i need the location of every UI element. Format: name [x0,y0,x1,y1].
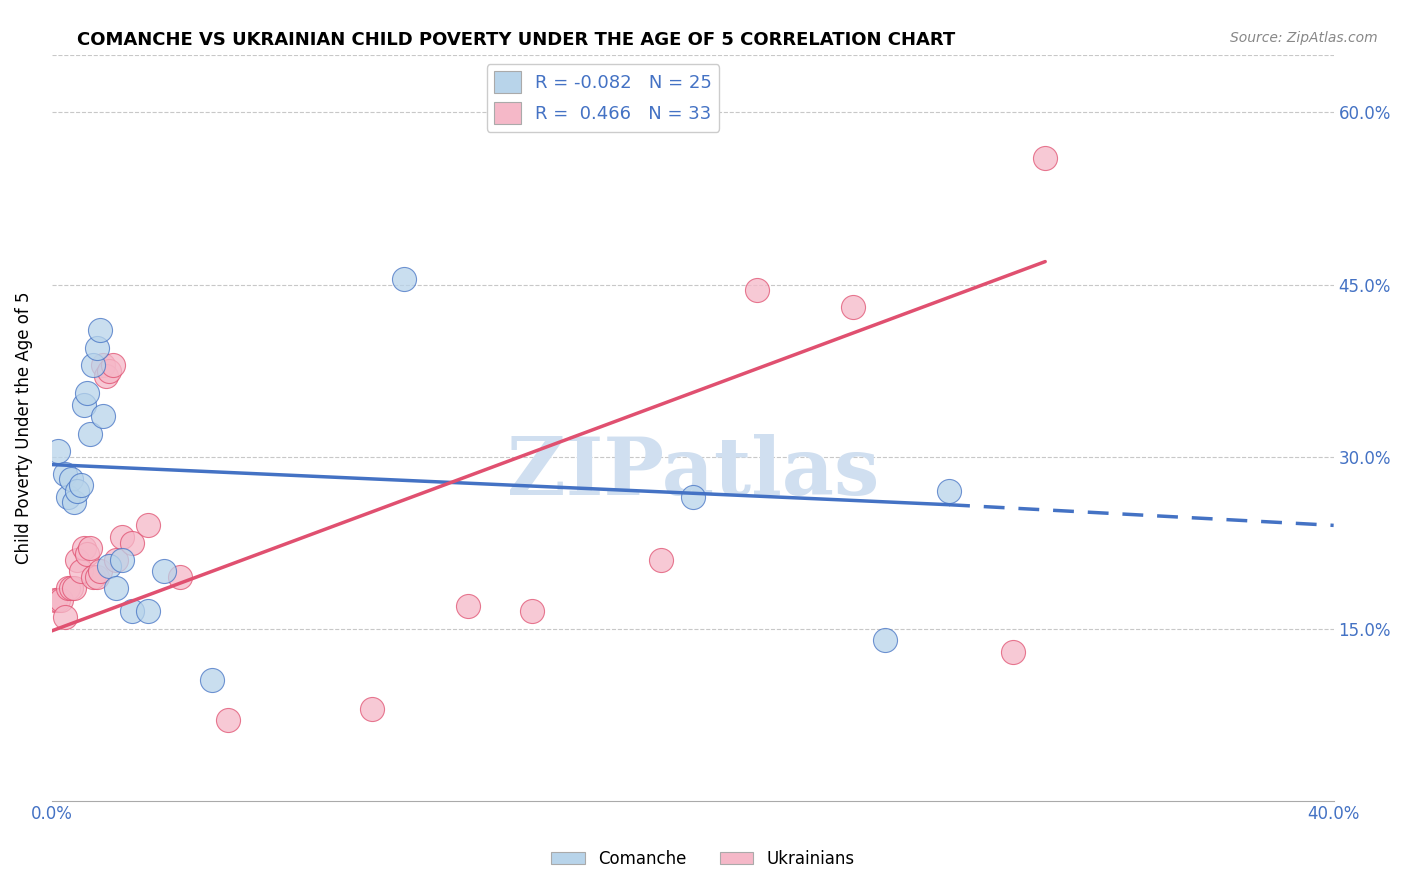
Point [1033,152,1056,166]
Point [59,582,82,596]
Point [66,483,89,498]
Point [63,495,86,509]
Point [46,593,69,607]
Point [136,518,159,533]
Point [938,483,960,498]
Point [98,363,121,377]
Point [361,702,384,716]
Point [89,323,111,337]
Point [457,599,479,613]
Point [76,547,98,561]
Point [79,426,101,441]
Point [46,443,69,458]
Point [79,541,101,556]
Point [217,714,239,728]
Legend: R = -0.082   N = 25, R =  0.466   N = 33: R = -0.082 N = 25, R = 0.466 N = 33 [486,64,720,132]
Point [73,541,96,556]
Point [44,593,66,607]
Point [69,564,91,578]
Point [89,564,111,578]
Point [201,673,224,688]
Point [104,553,127,567]
Point [394,272,416,286]
Y-axis label: Child Poverty Under the Age of 5: Child Poverty Under the Age of 5 [15,292,32,564]
Point [873,633,896,648]
Point [82,570,104,584]
Point [59,473,82,487]
Point [121,535,143,549]
Point [91,409,114,424]
Point [91,358,114,372]
Point [101,358,124,372]
Legend: Comanche, Ukrainians: Comanche, Ukrainians [544,844,862,875]
Point [53,467,76,481]
Point [682,490,704,504]
Point [56,582,79,596]
Text: COMANCHE VS UKRAINIAN CHILD POVERTY UNDER THE AGE OF 5 CORRELATION CHART: COMANCHE VS UKRAINIAN CHILD POVERTY UNDE… [77,31,956,49]
Point [104,582,127,596]
Point [86,570,108,584]
Point [1002,644,1025,658]
Point [111,553,134,567]
Point [69,478,91,492]
Point [63,582,86,596]
Point [522,604,544,618]
Point [650,553,672,567]
Point [745,283,768,297]
Point [98,558,121,573]
Point [111,530,134,544]
Point [51,593,73,607]
Text: ZIPatlas: ZIPatlas [506,434,879,512]
Point [842,301,865,315]
Point [66,553,89,567]
Point [86,341,108,355]
Point [153,564,176,578]
Point [121,604,143,618]
Point [136,604,159,618]
Point [53,610,76,624]
Point [82,358,104,372]
Point [76,386,98,401]
Text: Source: ZipAtlas.com: Source: ZipAtlas.com [1230,31,1378,45]
Point [169,570,191,584]
Point [96,369,118,384]
Point [56,490,79,504]
Point [73,398,96,412]
